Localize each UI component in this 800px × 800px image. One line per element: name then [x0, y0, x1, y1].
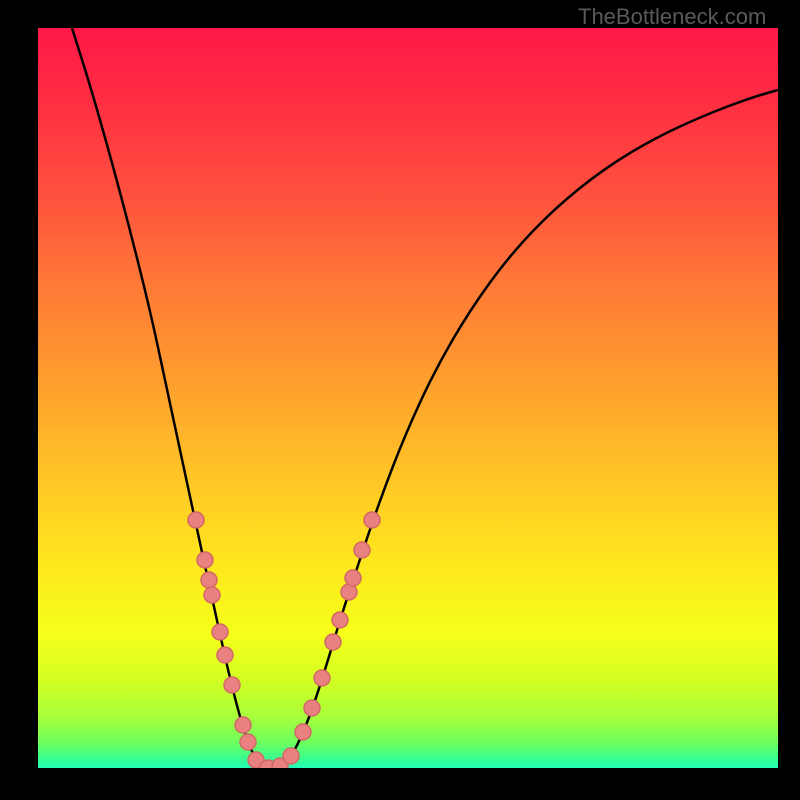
data-marker	[325, 634, 341, 650]
data-marker	[304, 700, 320, 716]
data-marker	[197, 552, 213, 568]
data-marker	[283, 748, 299, 764]
data-marker	[345, 570, 361, 586]
data-marker	[314, 670, 330, 686]
data-marker	[354, 542, 370, 558]
watermark-text: TheBottleneck.com	[578, 4, 766, 30]
data-marker	[212, 624, 228, 640]
bottleneck-curve	[72, 28, 778, 768]
data-marker	[240, 734, 256, 750]
data-marker	[201, 572, 217, 588]
chart-container	[38, 28, 778, 768]
marker-group	[188, 512, 380, 768]
data-marker	[235, 717, 251, 733]
data-marker	[364, 512, 380, 528]
data-marker	[295, 724, 311, 740]
data-marker	[224, 677, 240, 693]
data-marker	[332, 612, 348, 628]
data-marker	[217, 647, 233, 663]
data-marker	[204, 587, 220, 603]
chart-svg	[38, 28, 778, 768]
data-marker	[188, 512, 204, 528]
